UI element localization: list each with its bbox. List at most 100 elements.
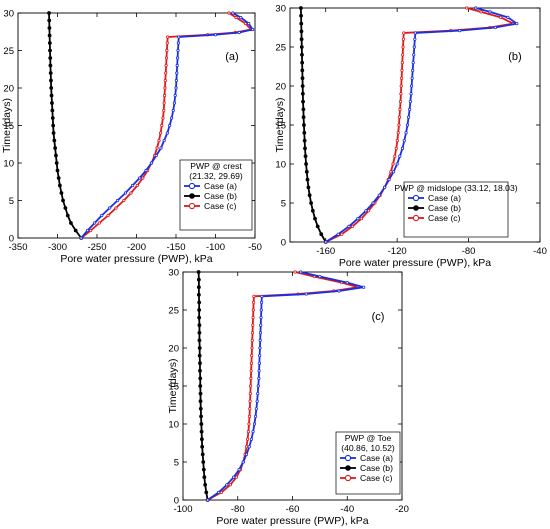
data-point (411, 68, 415, 73)
data-point (130, 183, 135, 188)
data-point (216, 490, 221, 494)
data-point (196, 277, 201, 282)
data-point (256, 384, 260, 388)
series-case-b- (298, 6, 328, 244)
data-point (249, 376, 253, 380)
x-axis-label: Pore water pressure (PWP), kPa (216, 515, 368, 527)
data-point (241, 460, 245, 464)
data-point (198, 406, 203, 411)
data-point (199, 437, 204, 442)
data-point (197, 346, 202, 350)
data-point (199, 429, 204, 434)
data-point (123, 191, 128, 195)
legend-marker (344, 474, 352, 482)
series-case-b- (196, 270, 210, 502)
data-point (406, 115, 411, 119)
data-point (248, 399, 252, 403)
data-point (79, 236, 83, 240)
data-point (499, 15, 503, 19)
data-point (200, 452, 205, 457)
legend-title: (21.32, 29.69) (189, 171, 243, 181)
data-point (324, 240, 328, 244)
x-tick-label: -80 (462, 246, 476, 257)
data-point (300, 84, 305, 88)
data-point (160, 123, 164, 128)
legend-entry: Case (a) (428, 193, 461, 203)
data-point (201, 467, 206, 472)
data-point (397, 115, 402, 119)
data-point (250, 331, 255, 335)
y-tick-label: 25 (275, 42, 286, 53)
legend-marker (412, 214, 420, 222)
legend-title: (40.86, 10.52) (341, 443, 395, 453)
data-point (301, 107, 306, 112)
data-point (411, 60, 415, 65)
data-point (247, 422, 251, 426)
data-point (247, 414, 252, 418)
data-point (302, 123, 306, 127)
data-point (253, 414, 258, 418)
y-tick-label: 25 (168, 305, 179, 316)
panel-label: (a) (225, 51, 238, 63)
data-point (395, 162, 399, 166)
legend-marker (413, 205, 419, 211)
data-point (162, 108, 166, 113)
x-tick-label: -50 (248, 242, 262, 253)
data-point (199, 422, 204, 426)
data-point (234, 475, 238, 479)
legend-marker (189, 193, 195, 199)
y-axis-label: Time (days) (167, 358, 179, 413)
data-point (166, 35, 170, 39)
legend-marker (412, 194, 420, 202)
data-point (206, 498, 210, 502)
data-point (391, 162, 395, 166)
data-point (299, 45, 304, 49)
data-point (198, 391, 203, 396)
data-point (204, 490, 209, 495)
data-point (244, 452, 249, 456)
data-point (155, 146, 159, 150)
data-point (347, 224, 351, 228)
data-point (345, 281, 349, 285)
legend-entry: Case (c) (428, 213, 461, 223)
y-tick-label: 0 (9, 233, 14, 244)
data-point (402, 139, 406, 143)
data-point (54, 153, 58, 158)
data-point (176, 41, 180, 45)
data-point (248, 391, 252, 396)
data-point (350, 224, 355, 228)
data-point (172, 101, 177, 105)
data-point (164, 56, 169, 60)
y-tick-label: 30 (3, 8, 14, 19)
data-point (89, 228, 93, 233)
x-tick-label: -250 (87, 242, 106, 253)
legend-title: PWP @ midslope (33.12, 18.03) (394, 183, 517, 193)
y-tick-label: 10 (168, 419, 179, 430)
data-point (47, 33, 52, 38)
data-point (197, 330, 202, 335)
data-point (400, 76, 404, 80)
data-point (409, 92, 413, 96)
data-point (239, 15, 243, 20)
data-point (252, 294, 256, 298)
data-point (168, 123, 172, 128)
data-point (200, 444, 205, 449)
x-tick-label: -60 (286, 504, 300, 515)
data-point (170, 116, 174, 120)
data-point (129, 191, 133, 195)
data-point (65, 213, 70, 218)
data-point (412, 53, 416, 57)
data-point (171, 108, 175, 113)
y-tick-label: 15 (275, 120, 286, 131)
data-point (159, 146, 163, 150)
data-point (48, 63, 53, 68)
data-point (387, 178, 391, 182)
data-point (244, 445, 249, 449)
data-point (249, 437, 254, 441)
data-point (231, 11, 235, 15)
data-point (198, 384, 203, 388)
data-point (259, 308, 263, 312)
data-point (257, 361, 261, 365)
data-point (51, 123, 56, 128)
data-point (196, 270, 201, 274)
